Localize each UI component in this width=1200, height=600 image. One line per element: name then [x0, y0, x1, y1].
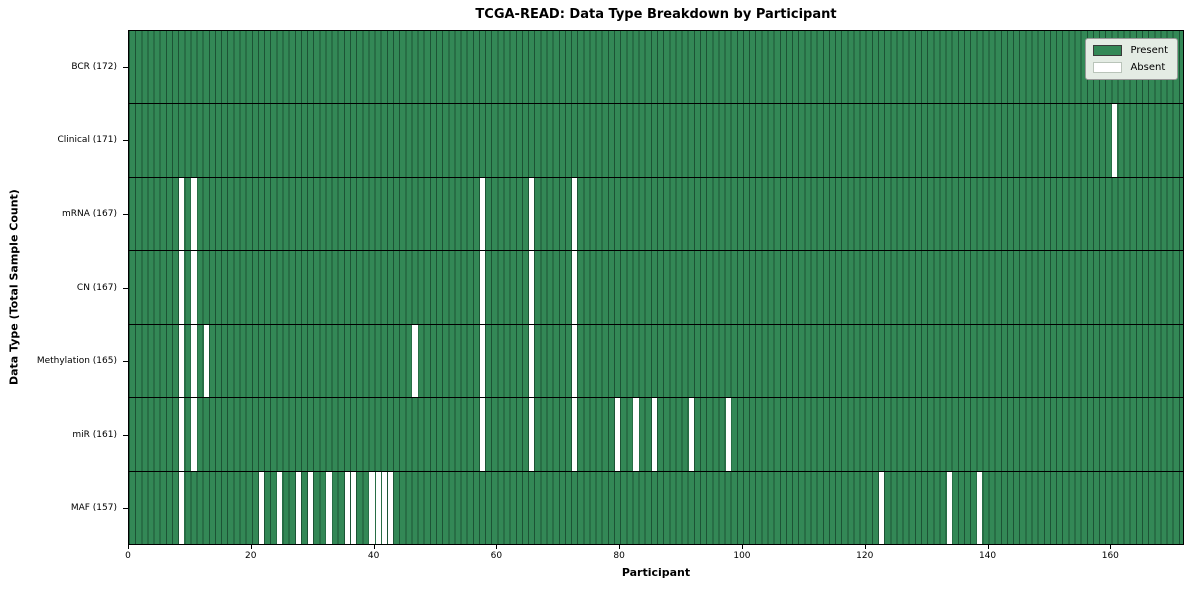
absent-cell-MAF-21	[258, 471, 265, 544]
heatmap-row-MAF	[129, 471, 1183, 544]
absent-cell-miR-57	[479, 398, 486, 471]
ytick-mark	[123, 434, 128, 436]
ytick-label-Clinical: Clinical (171)	[57, 135, 117, 146]
absent-cell-MAF-122	[879, 471, 885, 544]
ytick-label-BCR: BCR (172)	[71, 61, 117, 72]
xtick-mark	[128, 545, 129, 549]
heatmap-row-miR	[129, 398, 1183, 472]
heatmap-plot: Present Absent	[128, 30, 1184, 545]
legend-label-absent: Absent	[1130, 62, 1166, 73]
absent-cell-miR-65	[529, 398, 535, 471]
xtick-label-20: 20	[245, 551, 257, 561]
absent-cell-mRNA-8	[179, 177, 185, 251]
ytick-mark	[123, 140, 128, 142]
absent-cell-mRNA-10	[191, 177, 197, 251]
xtick-mark	[496, 545, 498, 549]
absent-cell-MAF-32	[326, 471, 332, 544]
xtick-mark	[250, 545, 252, 549]
absent-cell-mRNA-57	[479, 177, 486, 251]
absent-cell-MAF-42	[387, 471, 393, 544]
absent-cell-Clinical-160	[1112, 104, 1118, 177]
legend: Present Absent	[1085, 38, 1178, 80]
y-axis: BCR (172) Clinical (171) mRNA (167) CN (167…	[0, 30, 128, 545]
xtick-mark	[1110, 545, 1112, 549]
absent-cell-miR-85	[651, 398, 657, 471]
heatmap-row-Methylation	[129, 324, 1183, 399]
absent-cell-MAF-24	[277, 471, 283, 544]
legend-label-present: Present	[1130, 45, 1168, 56]
xtick-label-60: 60	[490, 551, 503, 561]
legend-entry-absent: Absent	[1093, 62, 1168, 73]
present-swatch	[1093, 45, 1123, 56]
absent-cell-miR-8	[179, 398, 185, 471]
absent-cell-MAF-29	[308, 471, 314, 544]
ytick-label-CN: CN (167)	[76, 282, 117, 293]
ytick-label-mRNA: mRNA (167)	[62, 208, 117, 219]
absent-cell-Methylation-57	[479, 324, 486, 398]
chart-title: TCGA-READ: Data Type Breakdown by Partic…	[475, 7, 837, 22]
absent-cell-miR-97	[725, 398, 731, 471]
xtick-label-160: 160	[1101, 551, 1119, 561]
ytick-mark	[123, 508, 128, 510]
heatmap-row-Clinical	[129, 104, 1183, 178]
ytick-mark	[123, 213, 128, 215]
absent-cell-mRNA-72	[572, 177, 578, 251]
absent-cell-Methylation-46	[412, 324, 418, 398]
absent-cell-MAF-40	[375, 471, 381, 544]
ytick-label-Methylation: Methylation (165)	[36, 356, 117, 367]
absent-cell-MAF-39	[369, 471, 375, 544]
absent-cell-miR-72	[572, 398, 578, 471]
xtick-mark	[741, 545, 743, 549]
absent-cell-CN-72	[572, 251, 578, 324]
absent-cell-miR-82	[633, 398, 639, 471]
ytick-mark	[123, 287, 128, 289]
absent-swatch	[1093, 62, 1123, 73]
ytick-label-MAF: MAF (157)	[70, 503, 117, 514]
xtick-label-80: 80	[613, 551, 625, 561]
xtick-mark	[987, 545, 989, 549]
absent-cell-Methylation-8	[179, 324, 185, 398]
xtick-label-0: 0	[125, 551, 131, 561]
ytick-mark	[123, 361, 128, 363]
heatmap-row-BCR	[129, 31, 1183, 105]
legend-entry-present: Present	[1093, 45, 1168, 56]
x-axis: 0 20 40 60 80 100 120 140 160	[125, 545, 1184, 565]
absent-cell-CN-57	[479, 251, 486, 324]
absent-cell-miR-10	[191, 398, 197, 471]
ytick-mark	[123, 66, 128, 68]
xtick-mark	[619, 545, 621, 549]
absent-cell-Methylation-12	[203, 324, 209, 398]
absent-cell-MAF-41	[381, 471, 387, 544]
absent-cell-MAF-138	[977, 471, 983, 544]
absent-cell-miR-79	[615, 398, 621, 471]
absent-cell-MAF-35	[344, 471, 350, 544]
absent-cell-MAF-27	[295, 471, 301, 544]
absent-cell-miR-91	[688, 398, 694, 471]
xtick-label-140: 140	[978, 551, 997, 561]
xtick-mark	[373, 545, 375, 549]
absent-cell-CN-8	[179, 251, 185, 324]
heatmap-row-CN	[129, 251, 1183, 325]
xtick-label-100: 100	[733, 551, 751, 561]
absent-cell-Methylation-10	[191, 324, 197, 398]
xtick-mark	[864, 545, 866, 549]
xtick-label-40: 40	[367, 551, 380, 561]
absent-cell-Methylation-72	[572, 324, 578, 398]
absent-cell-Methylation-65	[529, 324, 535, 398]
ytick-label-miR: miR (161)	[72, 429, 117, 440]
xtick-label-120: 120	[856, 551, 874, 561]
absent-cell-MAF-133	[946, 471, 952, 544]
absent-cell-CN-65	[529, 251, 535, 324]
absent-cell-CN-10	[191, 251, 197, 324]
absent-cell-MAF-36	[351, 471, 357, 544]
absent-cell-MAF-8	[179, 471, 185, 544]
heatmap-row-mRNA	[129, 177, 1183, 252]
x-axis-label: Participant	[621, 566, 691, 579]
absent-cell-mRNA-65	[529, 177, 535, 251]
